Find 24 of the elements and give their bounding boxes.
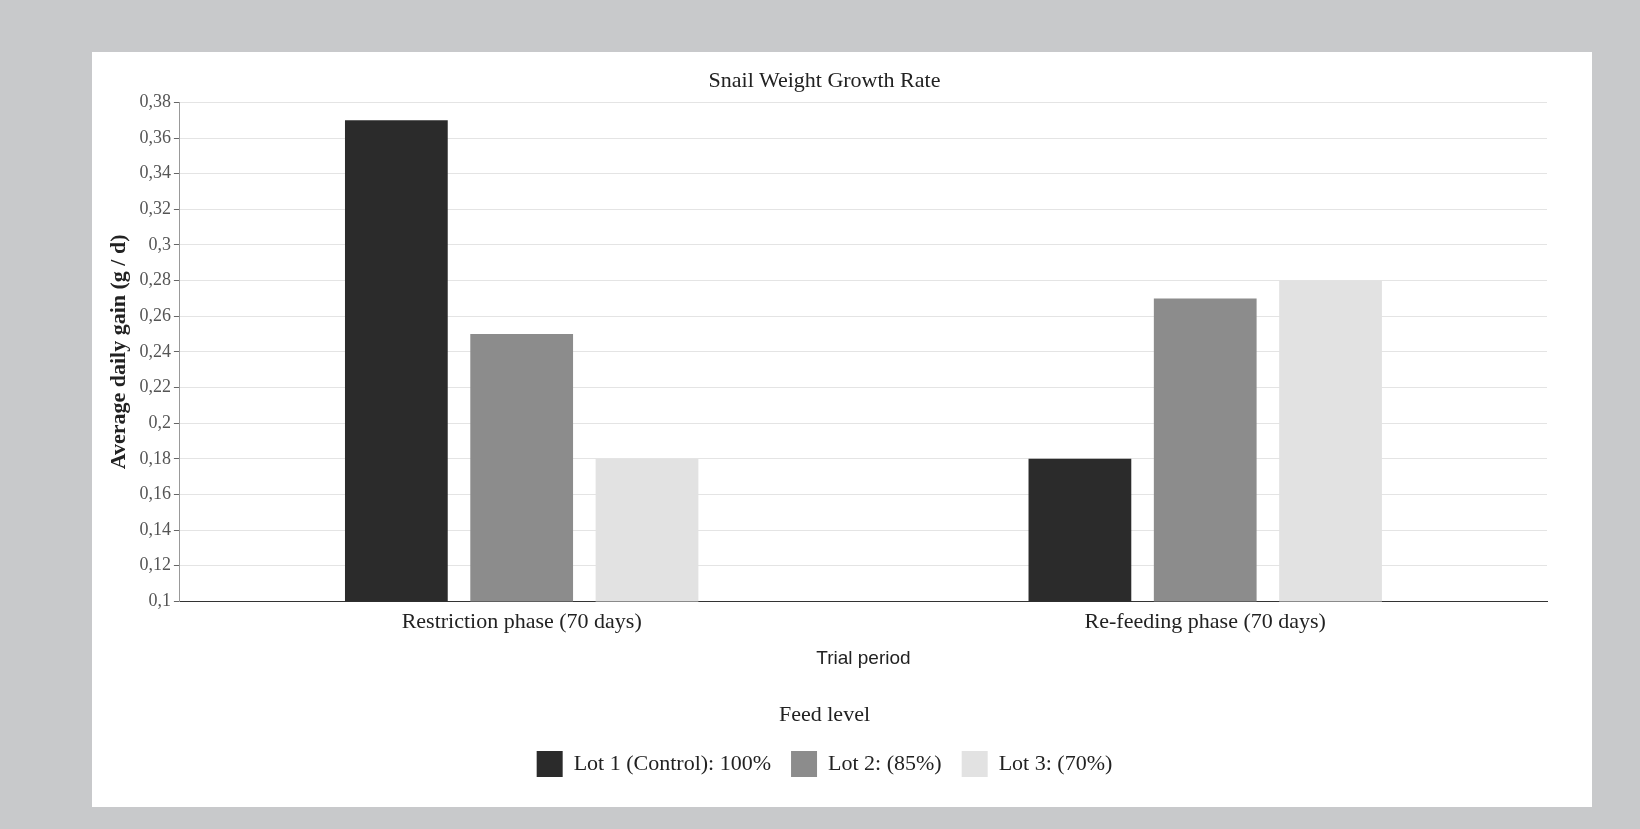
legend-title: Feed level xyxy=(778,701,871,727)
x-tick-label: Restriction phase (70 days) xyxy=(401,608,642,634)
y-axis-title: Average daily gain (g / d) xyxy=(104,234,130,470)
legend-label: Lot 2: (85%) xyxy=(828,749,942,775)
y-tick-label: 0,38 xyxy=(139,91,171,112)
y-tick-label: 0,14 xyxy=(139,518,171,539)
y-tick-label: 0,12 xyxy=(139,554,171,575)
y-tick-label: 0,32 xyxy=(139,198,171,219)
y-tick-label: 0,2 xyxy=(148,411,171,432)
y-tick-label: 0,34 xyxy=(139,162,171,183)
y-tick-label: 0,28 xyxy=(139,269,171,290)
x-tick-label: Re-feeding phase (70 days) xyxy=(1084,608,1326,634)
y-tick-label: 0,22 xyxy=(139,376,171,397)
y-tick-label: 0,26 xyxy=(139,304,171,325)
y-tick-label: 0,36 xyxy=(139,126,171,147)
x-axis-title: Trial period xyxy=(816,647,911,669)
y-tick-label: 0,1 xyxy=(148,590,171,611)
y-tick-label: 0,3 xyxy=(148,233,171,254)
y-tick-label: 0,18 xyxy=(139,447,171,468)
y-tick-label: 0,24 xyxy=(139,340,171,361)
legend-label: Lot 1 (Control): 100% xyxy=(573,749,772,775)
legend-label: Lot 3: (70%) xyxy=(998,749,1113,775)
chart-title: Snail Weight Growth Rate xyxy=(708,66,941,92)
y-tick-label: 0,16 xyxy=(139,483,171,504)
